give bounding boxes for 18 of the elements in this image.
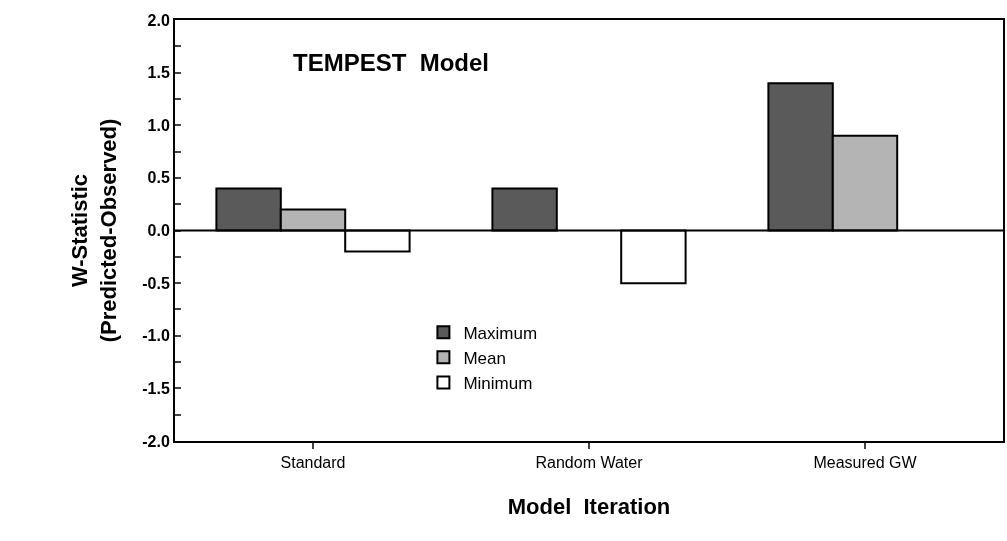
x-tick-label: Measured GW	[813, 454, 918, 472]
legend-label: Minimum	[463, 374, 533, 394]
x-tick-label: Random Water	[535, 454, 644, 472]
x-axis-title: Model Iteration	[507, 493, 671, 519]
y-tick-label: -1.0	[142, 327, 170, 345]
x-tick-label: Standard	[280, 454, 346, 472]
y-tick-label: 2.0	[147, 11, 170, 29]
y-tick-label: -2.0	[142, 432, 170, 450]
y-tick-label: 0.0	[147, 222, 170, 240]
y-tick-label: -0.5	[142, 274, 170, 292]
y-tick-label: 0.5	[147, 169, 170, 187]
y-tick-label: 1.0	[147, 116, 170, 134]
legend-label: Mean	[463, 348, 506, 368]
y-tick-label: 1.5	[147, 64, 170, 82]
y-axis-title: W-Statistic (Predicted-Observed)	[66, 118, 121, 343]
legend-label: Maximum	[463, 323, 538, 343]
text: TEMPEST Model	[293, 49, 490, 76]
y-tick-label: -1.5	[142, 379, 170, 397]
